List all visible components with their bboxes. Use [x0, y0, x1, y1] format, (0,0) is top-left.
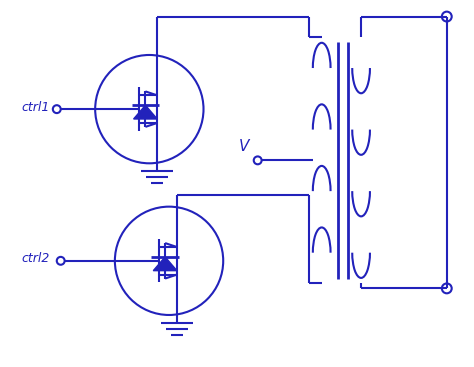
Polygon shape — [153, 257, 177, 270]
Polygon shape — [134, 105, 157, 119]
Text: ctrl2: ctrl2 — [21, 252, 50, 265]
Text: V: V — [239, 139, 249, 154]
Text: ctrl1: ctrl1 — [21, 101, 50, 114]
